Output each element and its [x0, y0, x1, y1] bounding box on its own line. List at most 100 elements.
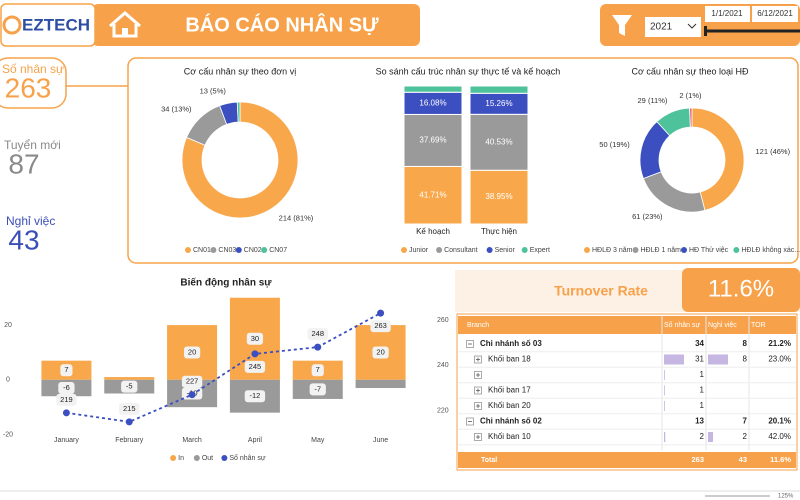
- home-icon[interactable]: [109, 11, 141, 38]
- data-label: -12: [249, 391, 260, 400]
- y2-tick-label: 220: [437, 407, 449, 414]
- kpi-box: [0, 57, 67, 109]
- data-bar: [664, 432, 666, 442]
- expand-sign: [476, 435, 480, 439]
- row-name: Chi nhánh số 02: [480, 417, 542, 426]
- logo-box: [0, 3, 96, 47]
- line-point: [251, 350, 259, 358]
- data-label: -7: [314, 384, 321, 393]
- chart-title: So sánh cấu trúc nhân sự thực tế và kế h…: [376, 66, 561, 76]
- legend-label: Senior: [495, 247, 516, 254]
- data-label: 37.69%: [419, 136, 446, 145]
- legend-swatch: [486, 247, 493, 253]
- row-name: Khối ban 18: [488, 355, 531, 364]
- kpi-label: Số nhân sự: [2, 62, 64, 76]
- legend-swatch: [261, 247, 268, 253]
- total-row: [458, 452, 796, 468]
- home-door: [122, 28, 128, 36]
- legend-swatch: [681, 247, 687, 253]
- data-label: -5: [126, 382, 133, 391]
- slider-handle[interactable]: [704, 26, 707, 36]
- filter-icon: [612, 15, 632, 36]
- label-bg: [311, 364, 324, 377]
- cell: 13: [695, 417, 704, 426]
- legend-label: HĐ Thử việc: [689, 246, 729, 254]
- data-label: 16.08%: [419, 98, 446, 107]
- data-label: 61 (23%): [632, 212, 663, 221]
- cell: 21.2%: [768, 339, 791, 348]
- y-tick-label: 20: [4, 322, 12, 329]
- year-select[interactable]: [645, 17, 701, 37]
- label-bg: [121, 380, 138, 393]
- legend-swatch: [221, 455, 228, 461]
- kpi-value: 87: [8, 148, 39, 179]
- x-tick-label: February: [115, 437, 144, 444]
- cell: 8: [743, 339, 748, 348]
- header-band: [92, 4, 420, 46]
- x-tick-label: March: [182, 437, 202, 444]
- cell: 263: [691, 455, 704, 464]
- cell: 1: [700, 370, 705, 379]
- legend-label: CN01: [193, 247, 211, 254]
- data-label: 215: [123, 404, 136, 413]
- cell: 7: [743, 417, 748, 426]
- legend-swatch: [185, 247, 191, 253]
- label-bg: [372, 346, 389, 359]
- date-from: 1/1/2021: [711, 9, 743, 18]
- data-label: 121 (46%): [755, 147, 790, 156]
- date-to: 6/12/2021: [757, 9, 793, 18]
- donut-slice: [236, 101, 241, 123]
- data-label: 263: [374, 321, 387, 330]
- data-label: 40.53%: [485, 137, 512, 146]
- label-bg: [246, 332, 264, 345]
- logo: EZTECH: [22, 15, 90, 34]
- label-bg: [60, 364, 73, 377]
- row-name: Total: [481, 457, 497, 464]
- table-header: [458, 316, 796, 334]
- cell: 2: [743, 432, 748, 441]
- data-label: 20: [376, 347, 384, 356]
- data-label: 7: [316, 365, 320, 374]
- data-bar: [664, 370, 665, 380]
- column-header: Nghỉ việc: [708, 321, 737, 329]
- bar: [104, 377, 155, 380]
- bar-segment: [469, 85, 529, 94]
- kpi-label: Tuyển mới: [4, 138, 61, 152]
- column-header: Số nhân sự: [664, 320, 701, 329]
- chart-title: Cơ cấu nhân sự theo loại HĐ: [632, 66, 749, 76]
- legend-label: HĐLĐ 3 năm: [592, 247, 633, 254]
- legend-swatch: [210, 247, 217, 253]
- bar-segment: [403, 113, 463, 167]
- legend-swatch: [521, 247, 528, 253]
- x-tick-label: January: [54, 437, 79, 444]
- label-bg: [307, 328, 328, 341]
- data-label: 248: [311, 329, 324, 338]
- turnover-value: 11.6%: [708, 275, 774, 302]
- data-label: 7: [64, 365, 68, 374]
- label-bg: [244, 360, 266, 373]
- year-value: 2021: [650, 22, 673, 33]
- table-frame: [456, 313, 798, 471]
- cell: 11.6%: [770, 455, 791, 464]
- legend-swatch: [436, 247, 443, 253]
- data-label: 15.26%: [485, 99, 512, 108]
- row-name: Khối ban 20: [488, 401, 531, 410]
- date-to-box[interactable]: [752, 6, 798, 22]
- column-header: Branch: [467, 322, 489, 329]
- date-from-box[interactable]: [705, 6, 750, 22]
- zoom-level: 125%: [778, 494, 794, 500]
- data-label: 2 (1%): [679, 91, 702, 100]
- legend-label: In: [178, 455, 184, 462]
- cell: 1: [700, 386, 705, 395]
- kpi-label: Nghỉ việc: [6, 214, 55, 228]
- label-bg: [56, 393, 77, 406]
- donut-slice: [689, 107, 693, 128]
- chart-title: Biến động nhân sự: [180, 277, 272, 289]
- data-label: 29 (11%): [638, 96, 668, 105]
- line-point: [377, 309, 385, 317]
- label-bg: [181, 375, 203, 388]
- column-header: TOR: [751, 322, 766, 329]
- cell: 1: [700, 401, 705, 410]
